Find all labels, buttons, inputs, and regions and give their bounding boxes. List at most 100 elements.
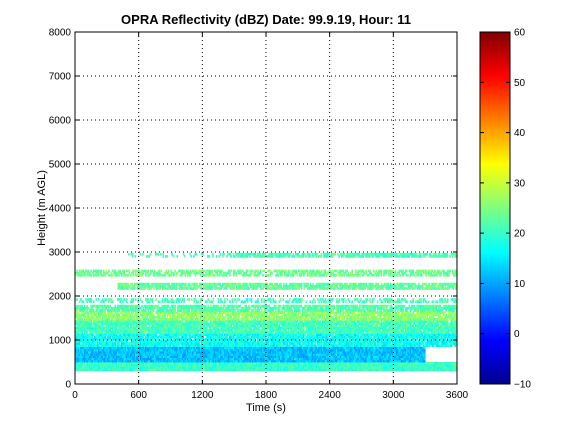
- heatmap-cell: [297, 364, 300, 367]
- heatmap-cell: [181, 368, 184, 372]
- heatmap-cell: [288, 355, 291, 358]
- heatmap-cell: [222, 353, 225, 356]
- heatmap-cell: [316, 368, 319, 372]
- heatmap-cell: [357, 366, 360, 369]
- heatmap-cell: [120, 340, 123, 343]
- heatmap-cell: [402, 362, 404, 365]
- heatmap-cell: [281, 366, 283, 369]
- heatmap-cell: [295, 366, 297, 369]
- heatmap-cell: [362, 368, 365, 372]
- heatmap-cell: [445, 333, 448, 336]
- heatmap-cell: [166, 359, 169, 363]
- heatmap-cell: [379, 340, 381, 343]
- heatmap-cell: [302, 364, 305, 367]
- heatmap-cell: [280, 344, 282, 347]
- heatmap-cell: [187, 351, 189, 354]
- heatmap-cell: [403, 359, 406, 363]
- heatmap-cell: [301, 355, 304, 358]
- heatmap-cell: [221, 342, 224, 345]
- heatmap-cell: [231, 331, 234, 334]
- heatmap-cell: [100, 351, 103, 354]
- heatmap-cell: [110, 357, 113, 361]
- heatmap-cell: [240, 331, 243, 334]
- heatmap-cell: [246, 333, 249, 336]
- heatmap-cell: [339, 348, 342, 352]
- heatmap-cell: [383, 355, 385, 358]
- heatmap-cell: [192, 346, 194, 350]
- heatmap-cell: [193, 344, 196, 347]
- heatmap-cell: [352, 337, 355, 341]
- heatmap-cell: [291, 355, 294, 358]
- heatmap-cell: [234, 351, 236, 354]
- heatmap-cell: [320, 362, 323, 365]
- heatmap-cell: [355, 364, 357, 367]
- heatmap-cell: [355, 344, 357, 347]
- heatmap-cell: [223, 333, 226, 336]
- heatmap-cell: [171, 368, 174, 372]
- heatmap-cell: [115, 344, 118, 347]
- heatmap-cell: [123, 362, 126, 365]
- heatmap-cell: [343, 351, 346, 354]
- heatmap-cell: [254, 333, 257, 336]
- heatmap-cell: [143, 362, 146, 365]
- heatmap-cell: [151, 335, 154, 339]
- heatmap-cell: [286, 337, 289, 341]
- heatmap-cell: [129, 348, 132, 352]
- heatmap-cell: [313, 355, 315, 358]
- heatmap-cell: [290, 364, 292, 367]
- heatmap-cell: [131, 368, 133, 372]
- heatmap-cell: [133, 331, 136, 334]
- heatmap-cell: [80, 353, 82, 356]
- heatmap-cell: [124, 333, 127, 336]
- heatmap-cell: [179, 355, 182, 358]
- heatmap-cell: [277, 333, 280, 336]
- heatmap-cell: [388, 346, 390, 350]
- heatmap-cell: [301, 368, 304, 372]
- heatmap-cell: [95, 353, 98, 356]
- heatmap-cell: [432, 362, 435, 365]
- heatmap-cell: [127, 351, 129, 354]
- heatmap-cell: [164, 333, 166, 336]
- heatmap-cell: [348, 346, 351, 350]
- heatmap-cell: [179, 348, 182, 352]
- heatmap-cell: [173, 362, 175, 365]
- heatmap-cell: [129, 344, 132, 347]
- heatmap-cell: [208, 364, 211, 367]
- heatmap-cell: [297, 366, 300, 369]
- heatmap-cell: [381, 357, 384, 361]
- heatmap-cell: [287, 337, 290, 341]
- heatmap-cell: [406, 346, 408, 350]
- heatmap-cell: [346, 355, 348, 358]
- heatmap-cell: [230, 359, 233, 363]
- heatmap-cell: [148, 353, 151, 356]
- heatmap-cell: [204, 362, 207, 365]
- heatmap-cell: [281, 362, 283, 365]
- heatmap-cell: [404, 368, 407, 372]
- heatmap-cell: [273, 362, 276, 365]
- heatmap-cell: [397, 344, 399, 347]
- heatmap-cell: [407, 359, 410, 363]
- heatmap-cell: [388, 362, 390, 365]
- heatmap-cell: [169, 362, 171, 365]
- heatmap-cell: [152, 355, 155, 358]
- heatmap-cell: [139, 362, 142, 365]
- heatmap-cell: [212, 342, 215, 345]
- heatmap-cell: [442, 362, 445, 365]
- heatmap-cell: [136, 355, 138, 358]
- heatmap-cell: [351, 335, 353, 339]
- heatmap-cell: [225, 344, 227, 347]
- heatmap-cell: [223, 337, 226, 341]
- heatmap-cell: [316, 359, 319, 363]
- heatmap-cell: [378, 366, 380, 369]
- heatmap-cell: [292, 344, 295, 347]
- heatmap-cell: [206, 333, 208, 336]
- heatmap-cell: [442, 366, 445, 369]
- heatmap-cell: [250, 342, 253, 345]
- heatmap-cell: [87, 337, 90, 341]
- heatmap-cell: [409, 364, 412, 367]
- heatmap-cell: [225, 355, 227, 358]
- heatmap-cell: [230, 357, 233, 361]
- heatmap-cell: [420, 346, 422, 350]
- heatmap-cell: [82, 357, 85, 361]
- heatmap-cell: [384, 359, 387, 363]
